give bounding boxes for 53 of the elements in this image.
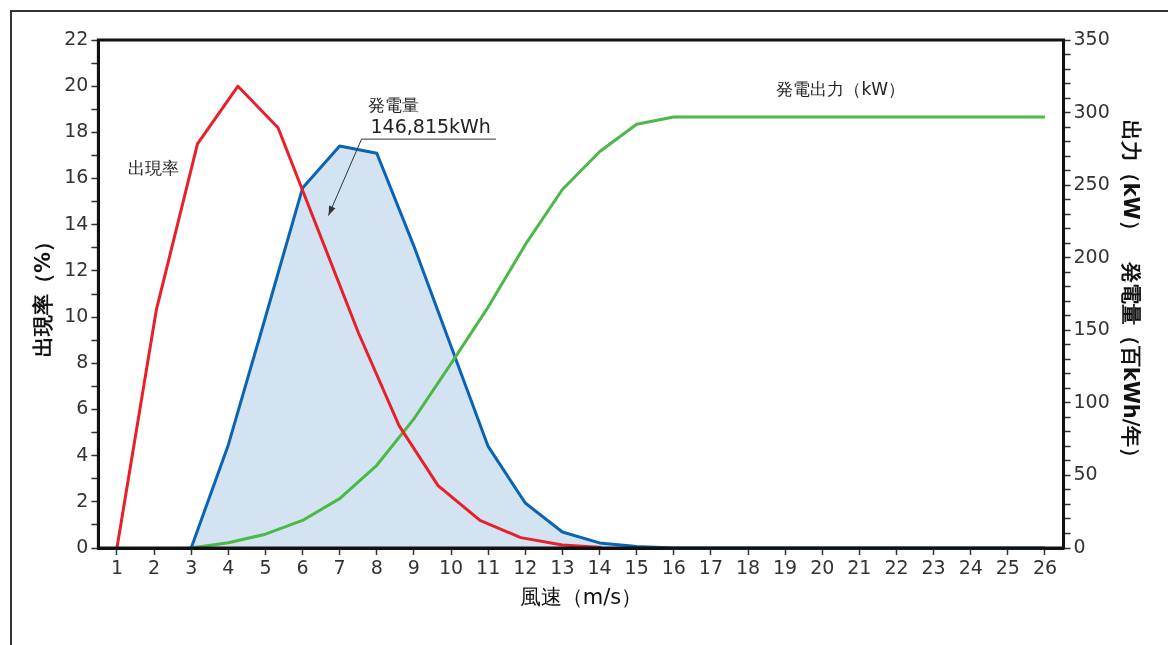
y2-axis-title: 出力（kW） 発電量（百kWh/年） [1118, 119, 1143, 469]
x-tick-label: 23 [921, 556, 946, 579]
y-tick-label: 8 [76, 350, 89, 373]
y2-tick-label: 350 [1073, 26, 1110, 49]
y-tick-label: 2 [76, 488, 89, 511]
x-tick-label: 11 [476, 556, 501, 579]
x-tick-label: 25 [995, 556, 1020, 579]
x-tick-label: 13 [550, 556, 575, 579]
y-tick-label: 12 [64, 257, 89, 280]
x-tick-label: 24 [958, 556, 983, 579]
x-tick-label: 22 [884, 556, 909, 579]
y-tick-label: 18 [64, 119, 89, 142]
x-tick-label: 6 [296, 556, 309, 579]
x-tick-label: 10 [438, 556, 464, 579]
x-tick-label: 2 [148, 556, 161, 579]
x-tick-label: 18 [735, 556, 761, 579]
y-tick-label: 14 [64, 211, 89, 234]
x-tick-label: 26 [1032, 556, 1058, 579]
x-tick-label: 19 [773, 556, 798, 579]
x-tick-label: 7 [333, 556, 346, 579]
y-tick-label: 22 [64, 26, 89, 49]
x-axis-title: 風速（m/s） [519, 584, 643, 609]
series-label: 発電出力（kW） [776, 79, 906, 100]
x-tick-label: 5 [259, 556, 272, 579]
x-tick-label: 8 [370, 556, 383, 579]
annotation: 146,815kWh [370, 115, 491, 138]
x-tick-label: 20 [810, 556, 835, 579]
x-tick-label: 21 [847, 556, 872, 579]
y2-tick-label: 0 [1073, 534, 1086, 557]
y2-tick-label: 150 [1073, 317, 1110, 340]
y-axis-title: 出現率（%） [31, 230, 56, 358]
x-tick-label: 12 [513, 556, 538, 579]
x-tick-label: 14 [587, 556, 612, 579]
x-tick-label: 15 [624, 556, 649, 579]
x-tick-label: 9 [407, 556, 420, 579]
y2-tick-label: 100 [1073, 389, 1110, 412]
y-tick-label: 0 [76, 534, 89, 557]
series-label: 出現率 [128, 157, 180, 178]
y2-tick-label: 250 [1073, 172, 1110, 195]
x-tick-label: 3 [185, 556, 198, 579]
y2-tick-label: 300 [1073, 99, 1110, 122]
y-tick-label: 4 [76, 442, 89, 465]
y-tick-label: 10 [64, 304, 89, 327]
x-tick-label: 4 [222, 556, 235, 579]
x-tick-label: 16 [661, 556, 686, 579]
y2-tick-label: 50 [1073, 462, 1098, 485]
y2-tick-label: 200 [1073, 244, 1110, 267]
y-tick-label: 20 [64, 73, 89, 96]
y-tick-label: 6 [76, 396, 89, 419]
x-tick-label: 1 [110, 556, 123, 579]
y-tick-label: 16 [64, 165, 89, 188]
text: 発電量 [367, 95, 419, 116]
x-tick-label: 17 [698, 556, 723, 579]
